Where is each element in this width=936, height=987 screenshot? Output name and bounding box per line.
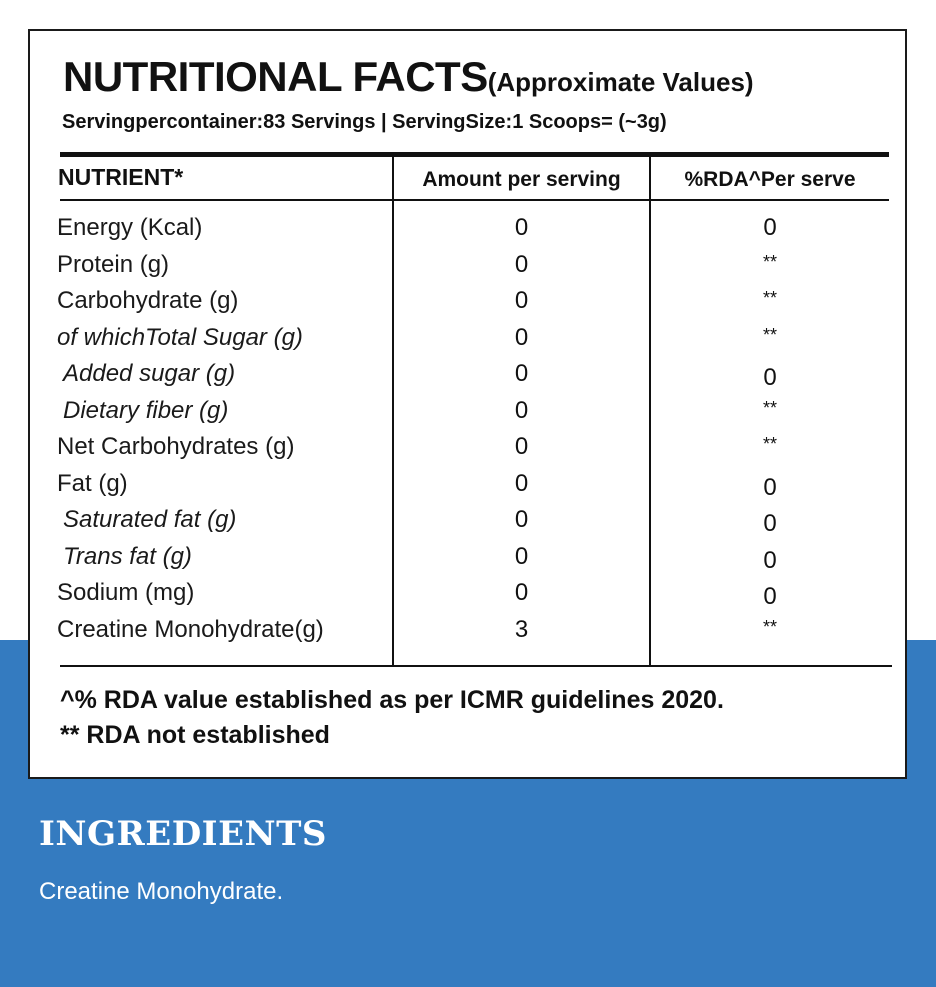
- nutrient-rda: 0: [763, 364, 777, 391]
- nutrition-facts-panel: NUTRITIONAL FACTS(Approximate Values) Se…: [28, 29, 907, 779]
- nutrient-rda: 0: [763, 583, 777, 610]
- nutrient-amount: 0: [514, 542, 529, 570]
- column-divider-2: [649, 155, 651, 667]
- nutrient-name: Saturated fat (g): [63, 506, 237, 533]
- header-nutrient: NUTRIENT*: [58, 164, 184, 190]
- nutrient-amount: 0: [514, 323, 529, 351]
- nutrient-amount: 0: [514, 214, 529, 241]
- table-row: Net Carbohydrates (g) 0 **: [30, 433, 909, 470]
- table-row: Sodium (mg) 0 0: [30, 579, 909, 616]
- nutrient-rda: **: [762, 397, 777, 418]
- panel-title: NUTRITIONAL FACTS(Approximate Values): [63, 53, 754, 101]
- header-rda: %RDA^Per serve: [684, 168, 856, 191]
- footnote-rda-icmr: ^% RDA value established as per ICMR gui…: [60, 686, 724, 714]
- nutrient-rda: **: [762, 251, 777, 272]
- table-row: of whichTotal Sugar (g) 0 **: [30, 324, 909, 361]
- nutrient-amount: 0: [514, 360, 529, 387]
- nutrient-name: Creatine Monohydrate(g): [57, 615, 324, 643]
- nutrient-amount: 0: [514, 396, 529, 424]
- title-main: NUTRITIONAL FACTS: [63, 53, 488, 100]
- nutrient-rows: Energy (Kcal) 0 0 Protein (g) 0 ** Carbo…: [30, 214, 909, 652]
- nutrient-name: Added sugar (g): [63, 360, 236, 387]
- nutrient-rda: **: [762, 288, 777, 308]
- nutrient-rda: **: [762, 324, 777, 345]
- title-sub: (Approximate Values): [487, 67, 754, 97]
- nutrient-amount: 0: [514, 506, 529, 533]
- nutrient-amount: 3: [514, 615, 529, 643]
- table-row: Creatine Monohydrate(g) 3 **: [30, 616, 909, 653]
- table-row: Trans fat (g) 0 0: [30, 543, 909, 580]
- header-amount: Amount per serving: [422, 168, 621, 191]
- nutrient-name: Fat (g): [57, 469, 128, 497]
- nutrient-name: Energy (Kcal): [57, 214, 203, 241]
- nutrient-amount: 0: [514, 579, 529, 606]
- table-row: Energy (Kcal) 0 0: [30, 214, 909, 251]
- serving-info: Servingpercontainer:83 Servings | Servin…: [62, 111, 667, 133]
- ingredients-text: Creatine Monohydrate.: [39, 878, 284, 905]
- table-row: Dietary fiber (g) 0 **: [30, 397, 909, 434]
- nutrient-name: Sodium (mg): [57, 579, 195, 606]
- nutrient-amount: 0: [514, 469, 529, 497]
- nutrient-rda: **: [762, 616, 777, 637]
- header-bottom-rule: [60, 199, 889, 201]
- ingredients-title: INGREDIENTS: [39, 814, 327, 854]
- nutrient-rda: 0: [763, 473, 777, 501]
- nutrient-name: of whichTotal Sugar (g): [57, 323, 303, 351]
- table-row: Added sugar (g) 0 0: [30, 360, 909, 397]
- nutrient-amount: 0: [514, 287, 529, 314]
- nutrient-rda: 0: [763, 510, 777, 537]
- nutrient-name: Dietary fiber (g): [63, 396, 229, 424]
- nutrient-rda: 0: [763, 214, 777, 241]
- nutrient-rda: 0: [763, 546, 777, 574]
- header-top-rule: [60, 152, 889, 157]
- nutrient-amount: 0: [514, 250, 529, 278]
- table-bottom-rule: [60, 665, 892, 667]
- column-divider-1: [392, 155, 394, 667]
- nutrient-name: Net Carbohydrates (g): [57, 433, 295, 460]
- table-row: Fat (g) 0 0: [30, 470, 909, 507]
- table-row: Protein (g) 0 **: [30, 251, 909, 288]
- table-row: Saturated fat (g) 0 0: [30, 506, 909, 543]
- table-row: Carbohydrate (g) 0 **: [30, 287, 909, 324]
- nutrient-amount: 0: [514, 433, 529, 460]
- nutrient-name: Protein (g): [57, 250, 170, 278]
- nutrient-name: Carbohydrate (g): [57, 287, 239, 314]
- nutrient-rda: **: [762, 434, 777, 454]
- nutrient-name: Trans fat (g): [63, 542, 192, 570]
- footnote-rda-not-established: ** RDA not established: [60, 721, 330, 749]
